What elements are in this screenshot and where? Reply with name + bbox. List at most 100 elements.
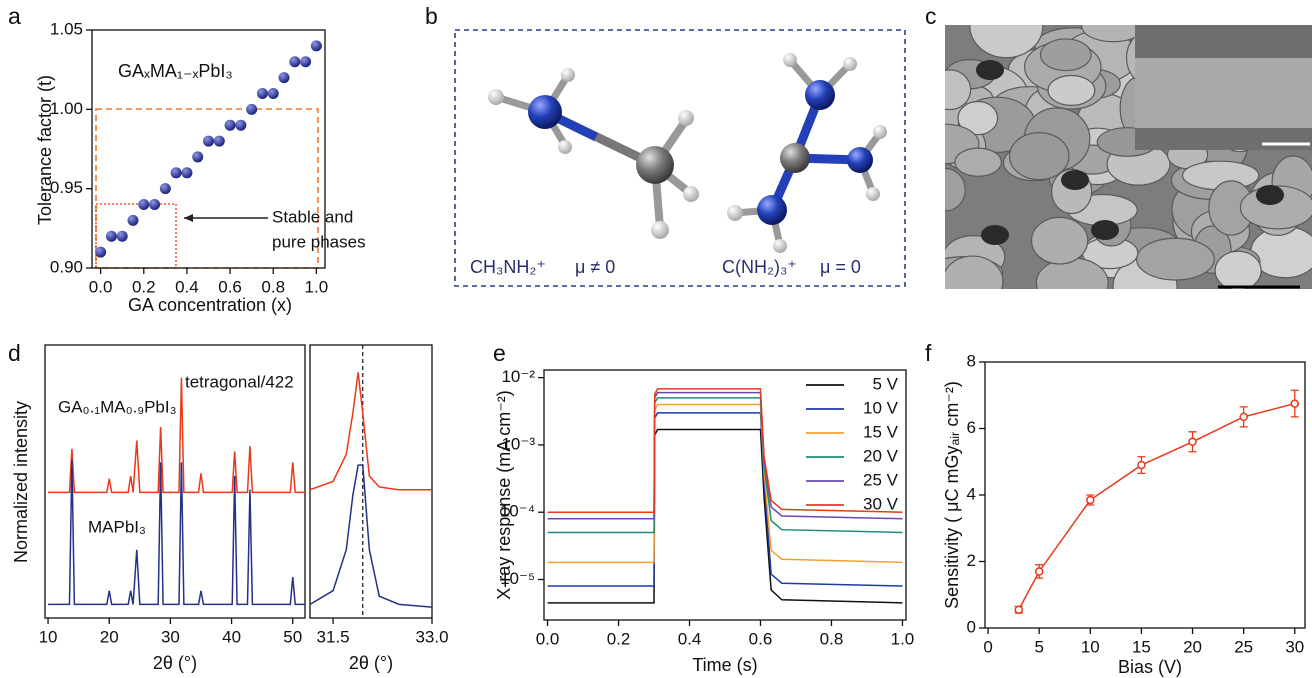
annotation: tetragonal/422	[185, 372, 294, 391]
x-tick-label: 40	[222, 627, 241, 646]
plot-frame	[44, 344, 306, 619]
x-tick-label: 33.0	[415, 627, 448, 646]
y-axis-title: Normalized intensity	[11, 401, 31, 563]
y-tick-label: 6	[967, 418, 976, 437]
series-line	[48, 377, 305, 494]
point	[1014, 605, 1023, 614]
y-tick-label: 0	[967, 617, 976, 636]
point	[1290, 399, 1300, 408]
grain	[1136, 237, 1215, 281]
point	[203, 135, 214, 147]
point	[95, 246, 107, 258]
point	[213, 135, 225, 147]
series-line	[309, 372, 432, 491]
grain	[945, 255, 1004, 289]
point	[170, 167, 182, 179]
pore	[1256, 185, 1284, 205]
series-label: GA₀.₁MA₀.₉PbI₃	[58, 397, 177, 416]
point	[310, 40, 322, 52]
y-tick-label: 10⁻⁴	[500, 502, 535, 521]
annotation: GAₓMA₁₋ₓPbI₃	[118, 61, 233, 81]
legend-label: 25 V	[863, 470, 899, 489]
point	[105, 230, 117, 242]
molecule-box	[454, 29, 906, 287]
x-tick-label: 0	[983, 637, 992, 656]
annotation: pure phases	[272, 232, 366, 251]
x-tick-label: 0.4	[678, 629, 702, 648]
x-tick-label: 30	[161, 627, 180, 646]
series-line	[48, 459, 305, 606]
grain	[945, 69, 972, 111]
y-tick-label: 10⁻²	[501, 367, 535, 386]
x-axis-title: 2θ (°)	[153, 653, 197, 673]
legend-label: 15 V	[863, 422, 899, 441]
x-tick-label: 0.6	[218, 277, 242, 296]
series-line	[1018, 402, 1295, 611]
point	[149, 199, 161, 211]
y-tick-label: 2	[967, 551, 976, 570]
plot-frame	[91, 29, 326, 269]
pore	[976, 60, 1004, 80]
x-tick-label: 10	[39, 627, 58, 646]
series-line	[309, 464, 433, 608]
y-axis-title: Tolerance factor (t)	[35, 75, 55, 225]
x-tick-label: 5	[1034, 637, 1043, 656]
grain	[1035, 257, 1109, 289]
plot-frame	[309, 344, 433, 619]
x-tick-label: 0.0	[536, 629, 560, 648]
y-axis-title: Sensitivity ( μC mGyₐᵢᵣ cm⁻²)	[942, 381, 962, 609]
y-tick-label: 4	[967, 484, 976, 503]
point	[235, 119, 247, 131]
x-tick-label: 50	[283, 627, 302, 646]
grain	[1008, 132, 1070, 181]
grain	[969, 25, 1044, 59]
legend-label: 10 V	[863, 398, 899, 417]
x-tick-label: 0.4	[175, 277, 199, 296]
series-line	[547, 388, 903, 513]
x-tick-label: 25	[1234, 637, 1253, 656]
x-tick-label: 20	[1183, 637, 1202, 656]
point	[289, 56, 301, 68]
panel-label: c	[925, 3, 937, 29]
grain	[957, 100, 999, 136]
x-tick-label: 0.8	[261, 277, 285, 296]
x-tick-label: 31.5	[317, 627, 350, 646]
point	[1188, 437, 1197, 447]
dipole-label: μ ≠ 0	[575, 257, 615, 277]
y-tick-label: 1.05	[50, 19, 83, 38]
cation-formula: C(NH₂)₃⁺	[722, 257, 797, 277]
point	[116, 230, 128, 242]
panel-label: f	[925, 340, 932, 366]
point	[138, 199, 150, 211]
point	[1086, 495, 1095, 505]
cation-formula: CH₃NH₂⁺	[470, 257, 546, 277]
legend-label: 30 V	[863, 494, 899, 513]
point	[127, 214, 139, 226]
annotation: Stable and	[272, 207, 353, 226]
point	[267, 87, 279, 99]
y-tick-label: 10⁻⁵	[500, 569, 535, 588]
point	[246, 103, 258, 115]
series-line	[547, 428, 903, 604]
point	[1137, 460, 1146, 470]
point	[224, 119, 236, 131]
series-label: MAPbI₃	[88, 517, 146, 536]
x-tick-label: 30	[1285, 637, 1304, 656]
x-axis-title: Bias (V)	[1118, 657, 1182, 677]
x-tick-label: 1.0	[305, 277, 329, 296]
point	[192, 151, 204, 163]
point	[300, 56, 312, 68]
panel-label: b	[425, 3, 438, 29]
point	[159, 183, 171, 195]
grain	[1047, 74, 1096, 106]
point	[1239, 412, 1248, 422]
series-line	[547, 412, 903, 587]
plot-frame	[984, 361, 1306, 629]
series-line	[547, 391, 903, 520]
legend-label: 5 V	[872, 374, 898, 393]
y-tick-label: 0.95	[50, 178, 83, 197]
x-axis-title: 2θ (°)	[349, 653, 393, 673]
